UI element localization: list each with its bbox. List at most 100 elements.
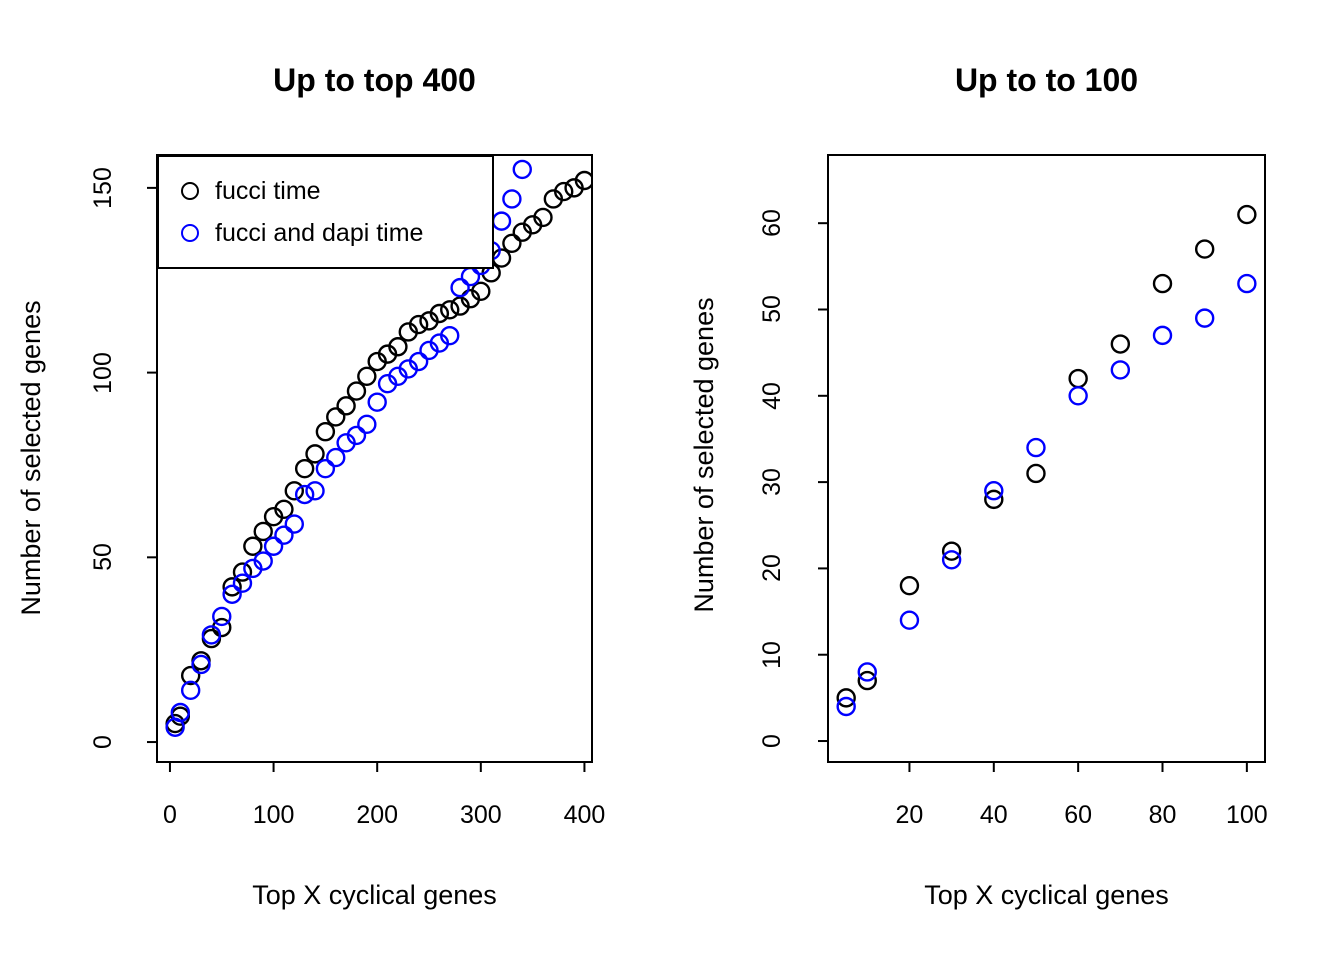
panel1-x-axis-title: Top X cyclical genes bbox=[252, 880, 497, 910]
data-point bbox=[408, 351, 429, 372]
y-tick-label: 20 bbox=[758, 554, 786, 583]
panel1-y-axis-title: Number of selected genes bbox=[16, 300, 46, 616]
x-tick-label: 20 bbox=[895, 801, 924, 829]
legend-item: fucci time bbox=[181, 176, 492, 206]
data-point bbox=[326, 447, 346, 468]
data-point bbox=[1237, 273, 1257, 294]
data-point bbox=[502, 189, 522, 209]
data-point bbox=[336, 396, 356, 416]
data-point bbox=[450, 277, 470, 298]
panel2-title: Up to to 100 bbox=[954, 62, 1139, 98]
data-point bbox=[1026, 437, 1046, 458]
data-point bbox=[191, 654, 211, 675]
data-point bbox=[440, 300, 460, 320]
data-point bbox=[857, 670, 877, 691]
legend-item: fucci and dapi time bbox=[181, 218, 492, 248]
legend: fucci time fucci and dapi time bbox=[157, 155, 494, 269]
y-tick-label: 0 bbox=[89, 735, 117, 749]
data-point bbox=[491, 211, 512, 231]
data-point bbox=[346, 425, 367, 446]
data-point bbox=[899, 610, 920, 630]
data-point bbox=[1194, 239, 1215, 259]
data-point bbox=[212, 606, 232, 627]
data-point bbox=[1194, 308, 1215, 328]
data-point bbox=[941, 550, 962, 570]
x-tick-label: 300 bbox=[459, 801, 502, 829]
data-point bbox=[1110, 360, 1131, 380]
data-point bbox=[1152, 325, 1173, 346]
series-fucci-time bbox=[165, 170, 592, 734]
panel1-title: Up to top 400 bbox=[273, 62, 476, 98]
x-tick-label: 100 bbox=[1226, 801, 1268, 829]
data-point bbox=[180, 680, 201, 701]
data-point bbox=[388, 337, 408, 357]
x-tick-label: 100 bbox=[252, 801, 295, 829]
data-point bbox=[899, 575, 920, 596]
y-tick-label: 100 bbox=[89, 351, 117, 394]
data-point bbox=[836, 688, 856, 708]
data-point bbox=[440, 325, 460, 346]
y-tick-label: 30 bbox=[758, 468, 786, 496]
x-tick-label: 60 bbox=[1064, 801, 1093, 829]
data-point bbox=[471, 281, 491, 302]
legend-label: fucci time bbox=[215, 177, 321, 205]
x-tick-label: 400 bbox=[563, 801, 606, 829]
y-tick-label: 10 bbox=[758, 640, 786, 669]
y-tick-label: 60 bbox=[758, 209, 786, 238]
data-point bbox=[574, 170, 592, 191]
data-point bbox=[201, 625, 222, 645]
legend-marker-icon bbox=[181, 224, 199, 242]
data-point bbox=[180, 665, 201, 686]
data-point bbox=[533, 207, 553, 228]
data-point bbox=[1237, 204, 1257, 225]
data-point bbox=[315, 422, 336, 442]
data-point bbox=[357, 414, 377, 435]
data-point bbox=[357, 366, 377, 386]
data-point bbox=[346, 381, 367, 401]
data-point bbox=[274, 499, 294, 519]
data-point bbox=[253, 551, 273, 571]
series-fucci-time bbox=[836, 204, 1257, 708]
legend-label: fucci and dapi time bbox=[215, 219, 424, 247]
data-point bbox=[857, 662, 877, 682]
data-point bbox=[554, 181, 574, 202]
series-fucci-and-dapi-time bbox=[165, 159, 532, 737]
data-point bbox=[263, 536, 284, 556]
data-point bbox=[222, 577, 242, 597]
data-point bbox=[284, 481, 304, 501]
y-tick-label: 0 bbox=[758, 734, 786, 748]
data-point bbox=[512, 159, 532, 180]
data-point bbox=[243, 536, 263, 556]
panel-2 bbox=[818, 154, 1266, 772]
data-point bbox=[984, 489, 1004, 510]
panel2-x-axis-title: Top X cyclical genes bbox=[924, 880, 1169, 910]
legend-marker-icon bbox=[181, 182, 199, 200]
data-point bbox=[1068, 386, 1088, 406]
y-tick-label: 150 bbox=[89, 167, 117, 209]
y-tick-label: 50 bbox=[758, 295, 786, 324]
panel-1 bbox=[147, 154, 593, 772]
data-point bbox=[1152, 273, 1173, 294]
data-point bbox=[315, 458, 336, 479]
plot-box bbox=[827, 154, 1266, 763]
data-point bbox=[408, 314, 429, 335]
data-point bbox=[984, 481, 1004, 501]
data-point bbox=[170, 702, 191, 723]
data-point bbox=[305, 481, 325, 501]
data-point bbox=[284, 514, 304, 534]
x-tick-label: 40 bbox=[979, 801, 1008, 829]
data-point bbox=[222, 584, 242, 604]
data-point bbox=[941, 541, 962, 561]
x-tick-label: 0 bbox=[162, 801, 177, 829]
data-point bbox=[836, 696, 856, 717]
data-point bbox=[367, 392, 387, 412]
data-point bbox=[294, 458, 315, 479]
data-point bbox=[305, 444, 325, 464]
data-point bbox=[429, 303, 450, 324]
x-tick-label: 80 bbox=[1148, 801, 1177, 829]
data-point bbox=[502, 233, 522, 253]
y-tick-label: 50 bbox=[89, 543, 117, 572]
data-point bbox=[1026, 463, 1046, 484]
